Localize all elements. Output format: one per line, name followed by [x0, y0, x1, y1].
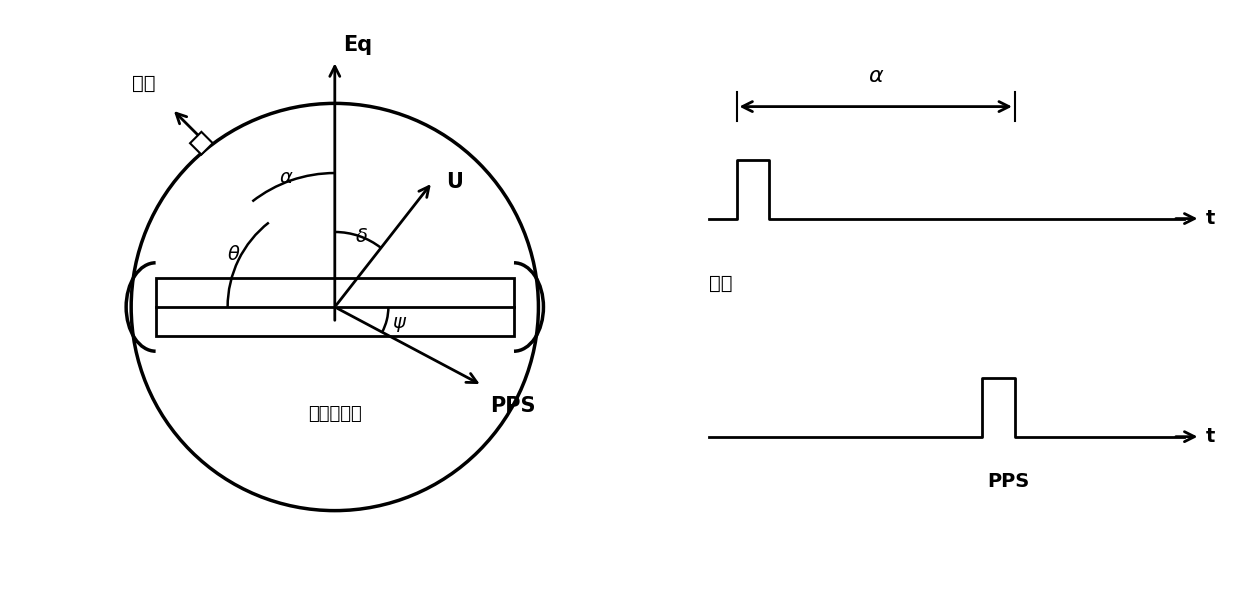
Text: PPS: PPS [987, 472, 1029, 491]
Text: 发电机转子: 发电机转子 [308, 405, 362, 423]
Text: t: t [1205, 209, 1215, 228]
Text: 键相: 键相 [133, 74, 156, 93]
Text: U: U [446, 172, 463, 192]
Bar [155, 278, 515, 336]
Text: δ: δ [356, 227, 368, 246]
Text: θ: θ [227, 245, 239, 264]
Text: Eq: Eq [342, 35, 372, 55]
Text: t: t [1205, 427, 1215, 446]
Text: α: α [868, 66, 883, 86]
Text: ψ: ψ [392, 313, 405, 332]
Text: 键相: 键相 [709, 274, 733, 293]
Text: α: α [279, 168, 293, 187]
Text: PPS: PPS [490, 396, 536, 416]
Bar [190, 132, 213, 155]
